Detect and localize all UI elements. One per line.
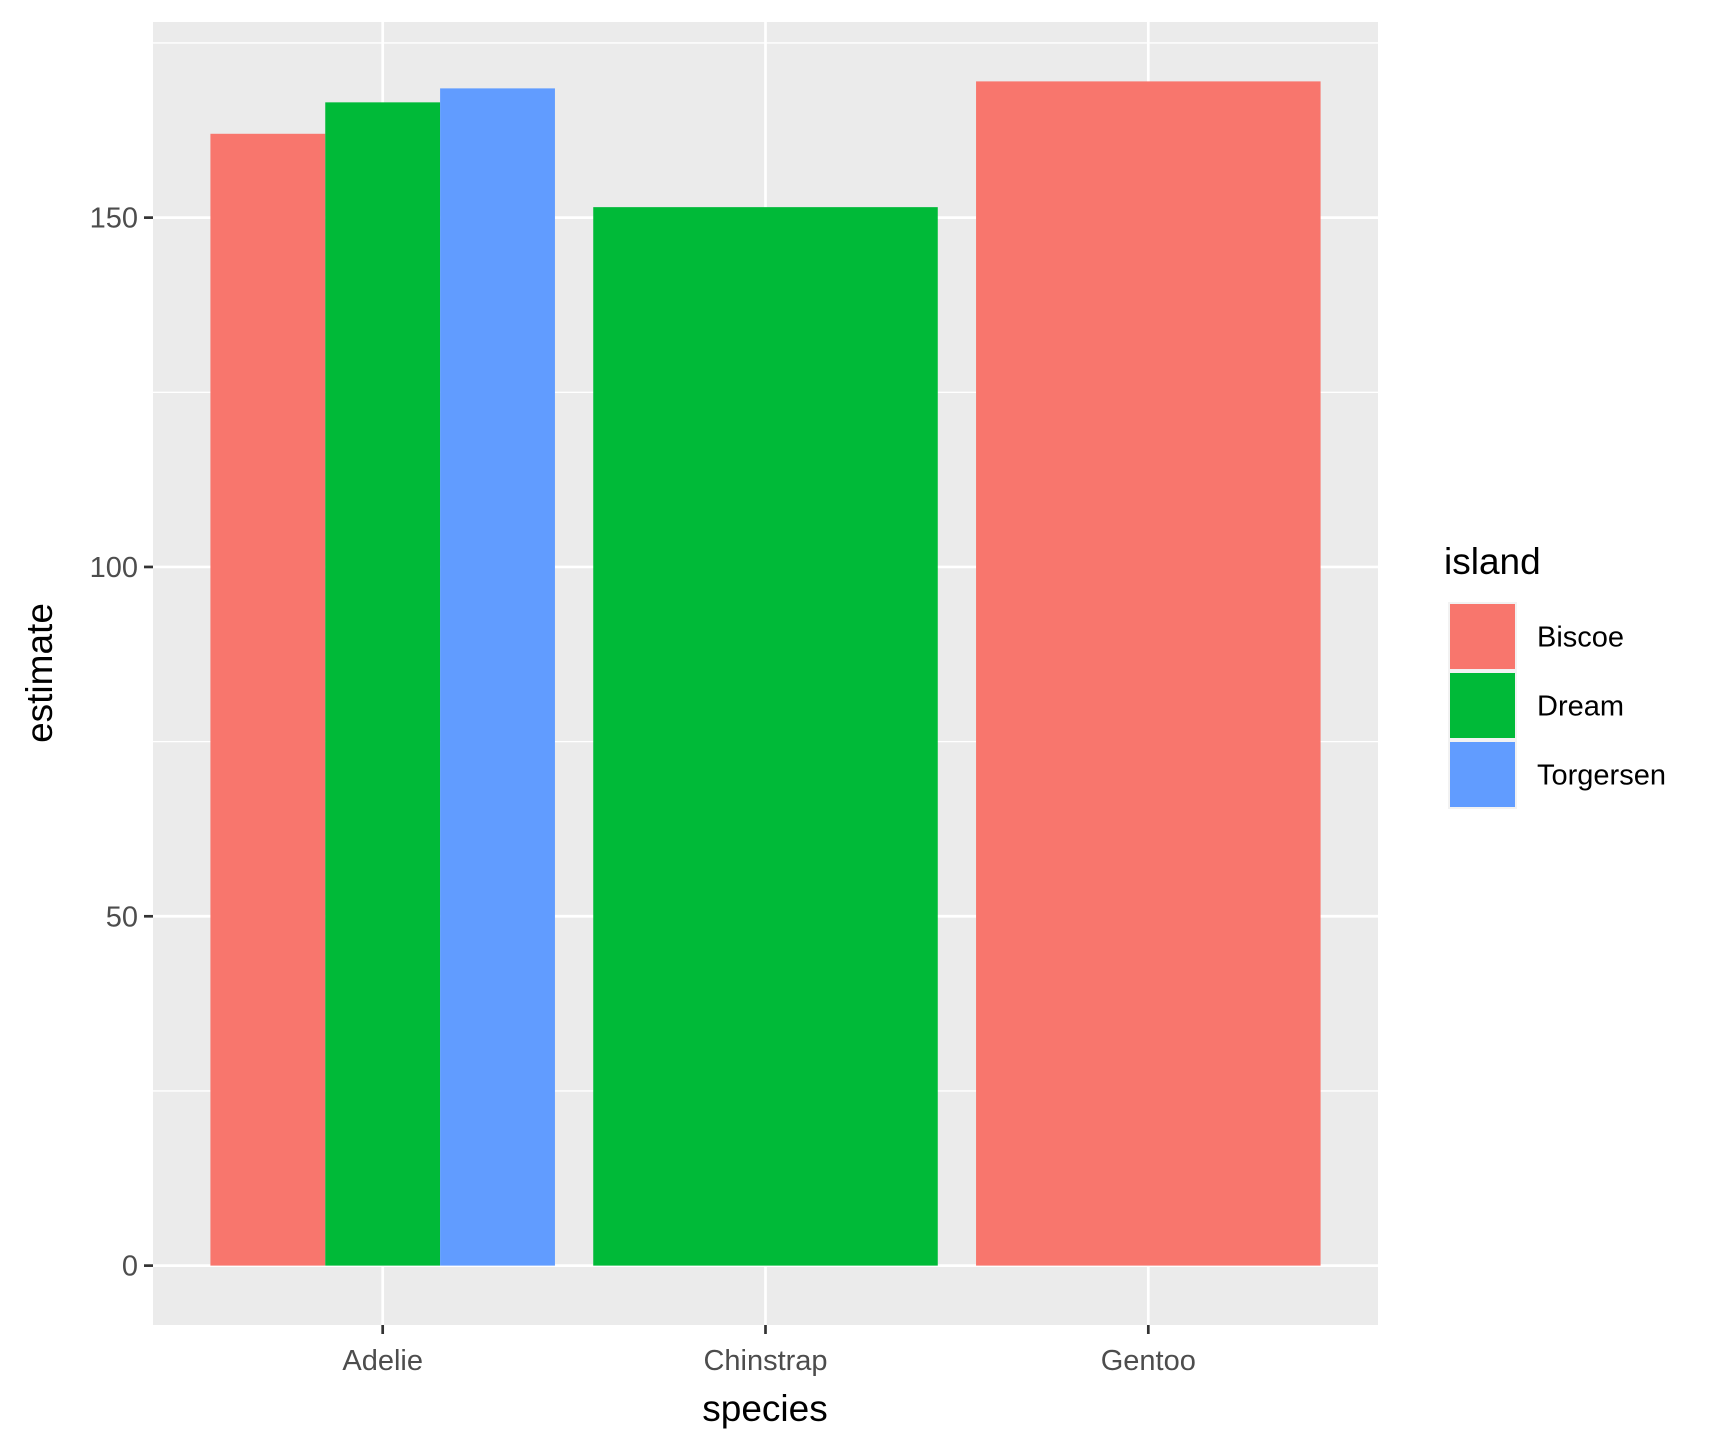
x-axis: Adelie Chinstrap Gentoo [342,1325,1196,1377]
bar-gentoo-biscoe [976,81,1321,1266]
legend-title: island [1444,541,1541,582]
legend-label-dream: Dream [1537,691,1624,723]
legend-swatch-torgersen [1450,742,1515,807]
legend-label-biscoe: Biscoe [1537,622,1624,654]
bar-adelie-biscoe [210,133,326,1266]
y-tick-label: 100 [90,552,138,584]
y-axis: 0 50 100 150 [90,203,153,1283]
bar-adelie-torgersen [440,88,555,1266]
x-tick-label: Chinstrap [703,1345,827,1377]
x-tick-label: Gentoo [1101,1345,1196,1377]
legend-swatch-dream [1450,673,1515,738]
y-tick-label: 50 [106,901,138,933]
bar-chinstrap-dream [593,207,938,1266]
legend: island Biscoe Dream Torgersen [1444,541,1666,809]
bar-adelie-dream [325,102,441,1266]
bars [210,81,1321,1266]
y-axis-title: estimate [19,603,60,743]
y-tick-label: 150 [90,203,138,235]
y-tick-label: 0 [122,1251,138,1283]
x-axis-title: species [702,1388,827,1429]
legend-swatch-biscoe [1450,604,1515,669]
legend-label-torgersen: Torgersen [1537,760,1666,792]
x-tick-label: Adelie [342,1345,423,1377]
